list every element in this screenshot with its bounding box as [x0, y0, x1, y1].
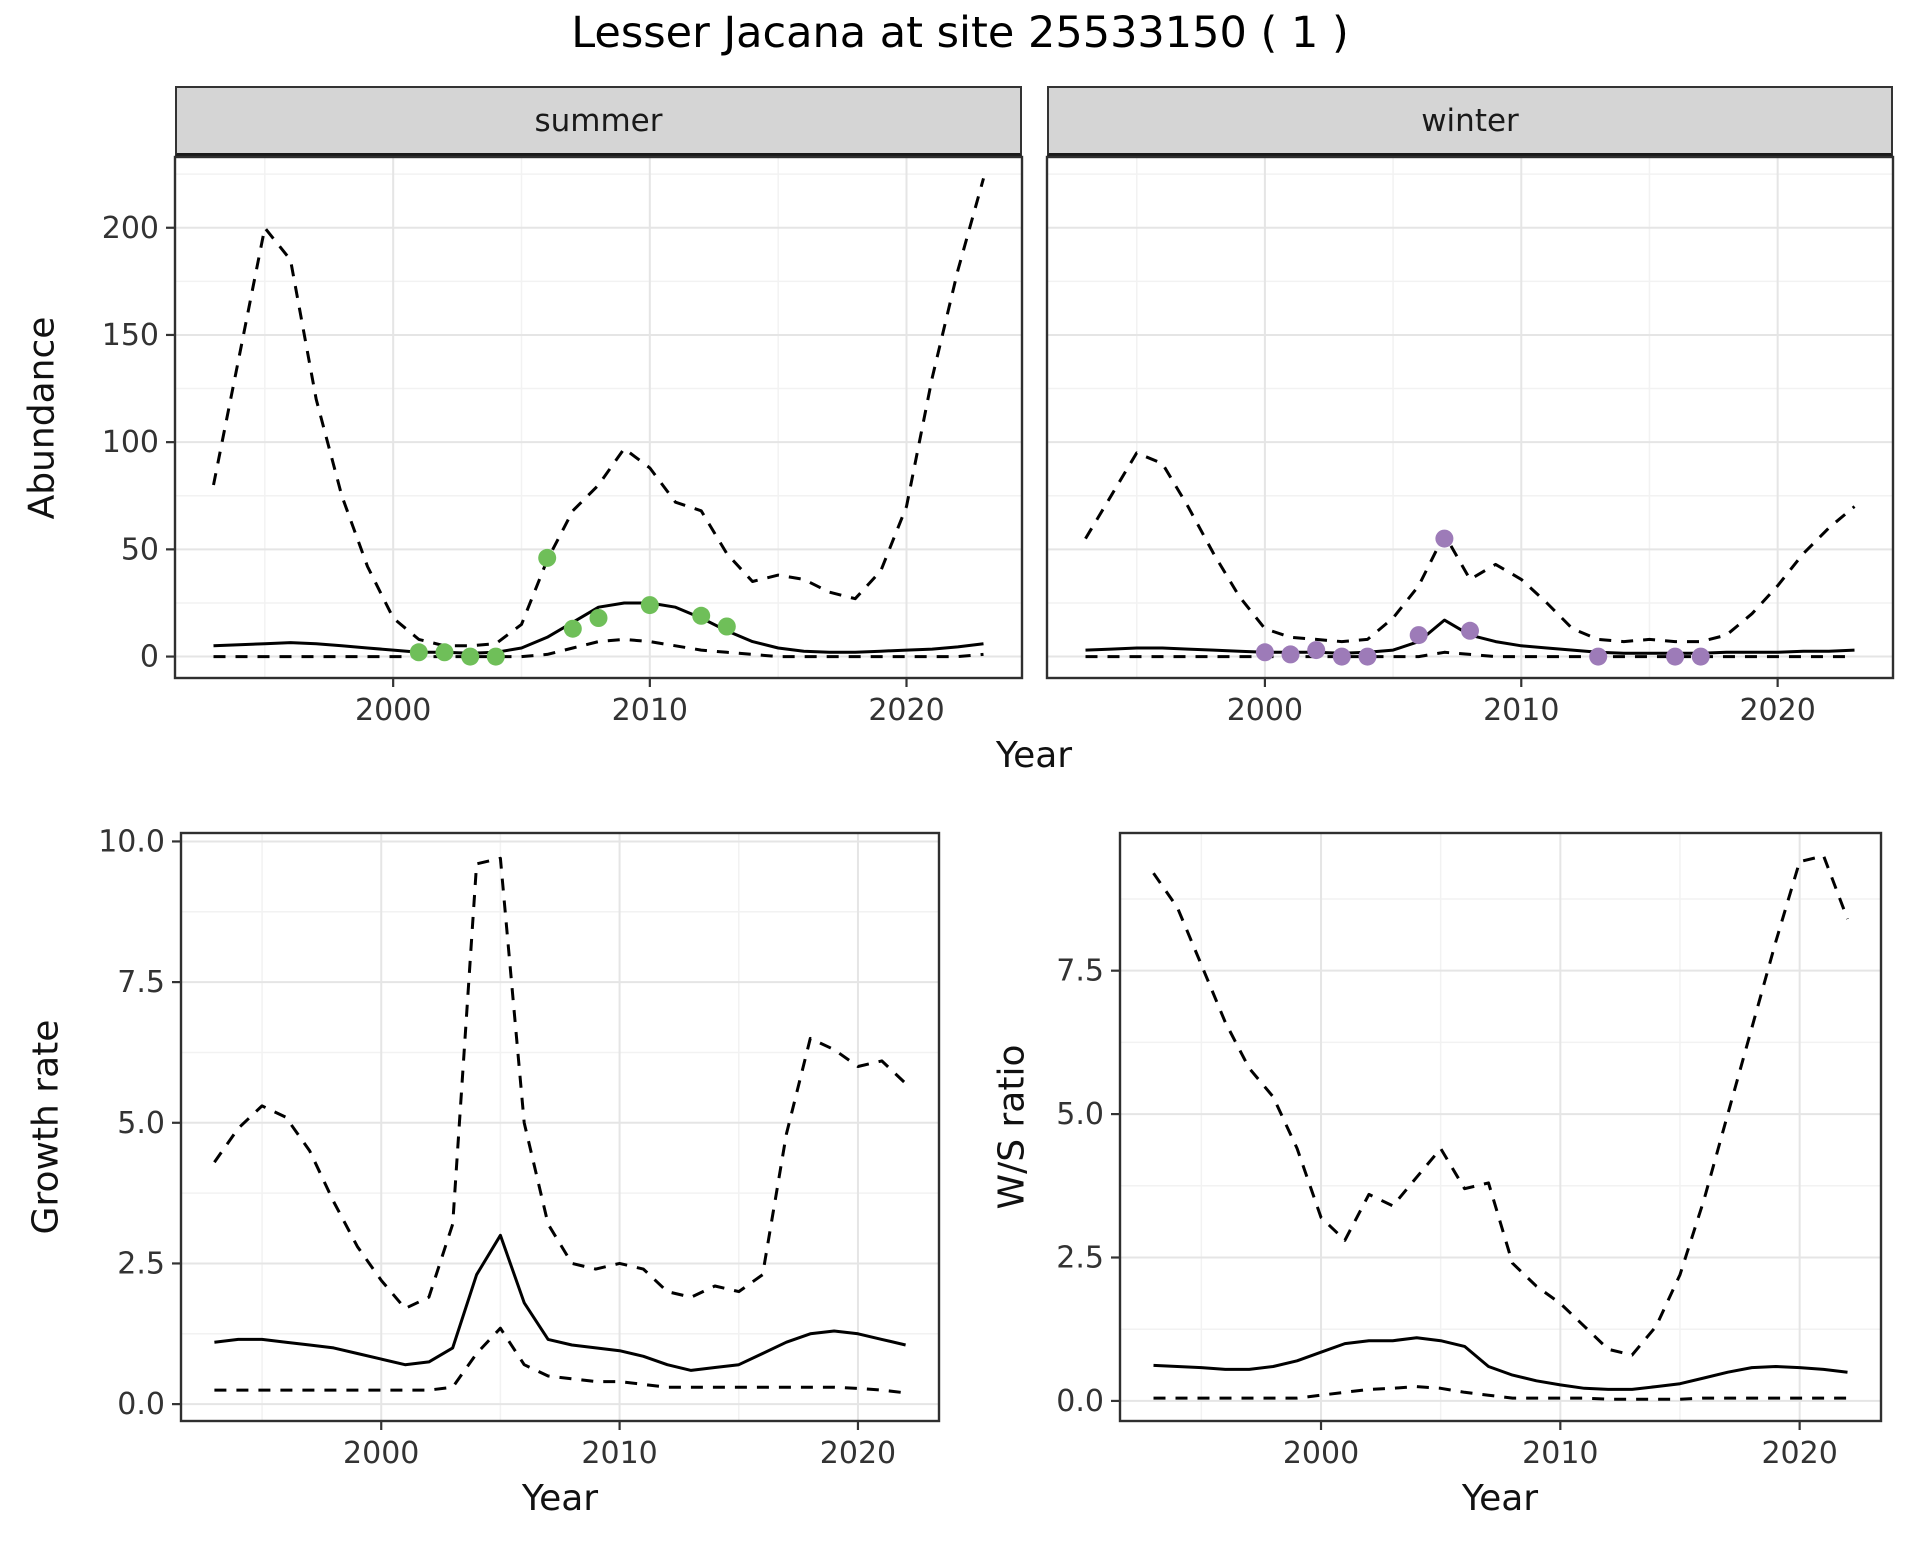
data-point — [640, 596, 659, 615]
data-point — [486, 647, 505, 666]
y-tick-label: 10.0 — [98, 824, 165, 859]
y-tick-label: 2.5 — [1056, 1241, 1104, 1276]
y-tick-label: 0 — [140, 640, 159, 675]
panel-border — [173, 155, 1024, 680]
x-tick-label: 2020 — [1739, 693, 1815, 728]
data-point — [1409, 626, 1428, 645]
series-lower_ci — [214, 1326, 906, 1395]
x-tick-label: 2000 — [1227, 693, 1303, 728]
data-point — [692, 606, 711, 625]
y-tick-label: 7.5 — [117, 965, 165, 1000]
panel-border — [1045, 155, 1895, 680]
data-point — [1255, 643, 1274, 662]
facet-strip-winter: winter — [1047, 86, 1893, 157]
data-point — [409, 643, 428, 662]
data-point — [1332, 647, 1351, 666]
chart-svg-abundance-summer: 2000 2010 2020 0 50 100 150 200 — [102, 155, 1024, 728]
data-point — [1281, 645, 1300, 664]
series-upper_ci — [213, 856, 907, 1310]
series-mean — [1153, 1336, 1848, 1391]
x-tick-label: 2000 — [355, 693, 431, 728]
facet-strip-summer: summer — [175, 86, 1022, 157]
x-tick-label: 2010 — [612, 693, 688, 728]
chart-title: Lesser Jacana at site 25533150 ( 1 ) — [571, 8, 1349, 58]
x-tick-label: 2000 — [343, 1436, 419, 1471]
x-tick-label: 2000 — [1283, 1436, 1359, 1471]
data-point — [1589, 647, 1608, 666]
y-tick-label: 7.5 — [1056, 954, 1104, 989]
chart-svg-growth-rate: 2000 2010 2020 0.0 2.5 5.0 7.5 10.0 — [98, 824, 941, 1471]
y-tick-label: 100 — [102, 425, 159, 460]
series-lower_ci — [213, 637, 984, 659]
series-upper_ci — [1152, 854, 1849, 1357]
chart-panel-abundance-winter: 2000 2010 2020 — [1045, 155, 1895, 728]
chart-svg-abundance-winter: 2000 2010 2020 — [1045, 155, 1895, 728]
y-axis-label-ws-ratio: W/S ratio — [991, 1044, 1033, 1210]
x-tick-label: 2020 — [1761, 1436, 1837, 1471]
x-tick-label: 2020 — [868, 693, 944, 728]
data-point — [717, 617, 736, 636]
series-mean — [213, 601, 984, 655]
data-point — [435, 643, 454, 662]
chart-panel-ws-ratio: 2000 2010 2020 0.0 2.5 5.0 7.5 — [1056, 831, 1883, 1471]
data-point — [1307, 641, 1326, 660]
data-point — [563, 619, 582, 638]
panel-border — [179, 831, 941, 1423]
y-tick-label: 50 — [121, 532, 159, 567]
x-axis-label-ws-ratio: Year — [1461, 1478, 1539, 1519]
data-point — [538, 548, 557, 567]
y-axis-label-growth-rate: Growth rate — [25, 1019, 67, 1235]
y-tick-label: 0.0 — [1056, 1384, 1104, 1419]
x-tick-label: 2010 — [581, 1436, 657, 1471]
x-tick-label: 2010 — [1522, 1436, 1598, 1471]
series-mean — [214, 1233, 906, 1372]
data-point — [1666, 647, 1685, 666]
y-tick-label: 5.0 — [117, 1106, 165, 1141]
series-upper_ci — [212, 177, 985, 648]
chart-panel-growth-rate: 2000 2010 2020 0.0 2.5 5.0 7.5 10.0 — [98, 824, 941, 1471]
series-lower_ci — [1085, 650, 1855, 659]
y-tick-label: 200 — [102, 211, 159, 246]
y-tick-label: 150 — [102, 318, 159, 353]
series-upper_ci — [1084, 451, 1856, 644]
x-tick-label: 2010 — [1483, 693, 1559, 728]
panel-border — [1118, 831, 1883, 1423]
data-point — [1461, 621, 1479, 640]
series-lower_ci — [1153, 1385, 1848, 1401]
data-point — [1435, 529, 1454, 548]
x-axis-label-top: Year — [995, 735, 1073, 776]
y-axis-label-abundance: Abundance — [21, 316, 63, 520]
x-tick-label: 2020 — [820, 1436, 896, 1471]
data-point — [589, 609, 608, 627]
data-point — [1691, 647, 1710, 666]
data-point — [461, 647, 480, 666]
chart-svg-ws-ratio: 2000 2010 2020 0.0 2.5 5.0 7.5 — [1056, 831, 1883, 1471]
y-tick-label: 0.0 — [117, 1387, 165, 1422]
chart-panel-abundance-summer: 2000 2010 2020 0 50 100 150 200 — [102, 155, 1024, 728]
data-point — [1358, 647, 1377, 666]
y-tick-label: 2.5 — [117, 1246, 165, 1281]
x-axis-label-growth-rate: Year — [521, 1478, 599, 1519]
y-tick-label: 5.0 — [1056, 1097, 1104, 1132]
